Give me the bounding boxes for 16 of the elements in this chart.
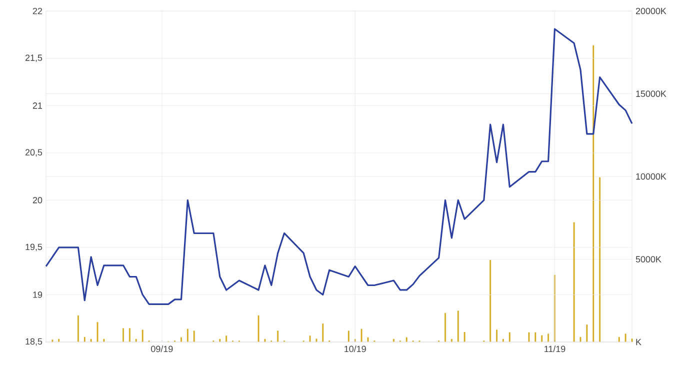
y-tick-label: 20 (32, 196, 42, 204)
x-tick-label: 09/19 (151, 346, 173, 352)
y-tick-label: 21 (32, 102, 42, 109)
y2-tick-label: 20000K (636, 8, 666, 14)
y2-tick-label: K (636, 338, 642, 346)
y-tick-label: 20,5 (25, 149, 42, 157)
y-tick-label: 22 (32, 8, 42, 14)
y2-tick-label: 5000K (636, 256, 662, 262)
y-tick-label: 19 (33, 292, 42, 298)
y2-tick-label: 10000K (636, 173, 666, 180)
y-tick-label: 21,5 (25, 54, 42, 62)
y-tick-label: 19,5 (26, 244, 42, 252)
y-tick-label: 18,5 (26, 338, 42, 346)
x-tick-label: 10/19 (344, 346, 366, 352)
x-tick-label: 11/19 (544, 346, 566, 352)
y2-tick-label: 15000K (636, 90, 666, 97)
